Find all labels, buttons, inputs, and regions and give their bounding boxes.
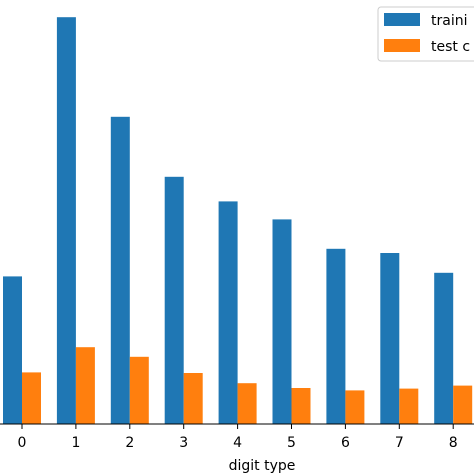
- bar-series1-digit-8: [453, 385, 473, 424]
- bar-series1-digit-7: [399, 388, 419, 424]
- bar-series1-digit-3: [183, 373, 203, 424]
- bars-layer: [3, 17, 473, 425]
- x-tick-label: 0: [18, 435, 27, 451]
- x-tick-label: 4: [233, 435, 242, 451]
- bar-series0-digit-7: [380, 253, 400, 424]
- bar-series0-digit-0: [3, 276, 22, 424]
- bar-series1-digit-6: [345, 390, 365, 424]
- x-axis-label: digit type: [229, 458, 296, 474]
- x-tick-label: 1: [71, 435, 80, 451]
- x-tick-label: 2: [125, 435, 134, 451]
- x-tick-label: 8: [449, 435, 458, 451]
- x-tick-label: 7: [395, 435, 404, 451]
- x-tick-label: 3: [179, 435, 188, 451]
- x-tick-label: 6: [341, 435, 350, 451]
- bar-series0-digit-3: [164, 176, 184, 424]
- x-ticks-layer: 0 1 2 3 4 5 6 7 8: [18, 424, 458, 451]
- bar-series0-digit-5: [272, 219, 292, 424]
- legend-swatch-series1: [384, 39, 420, 52]
- bar-series1-digit-5: [291, 388, 311, 424]
- bar-series0-digit-2: [110, 116, 130, 425]
- bar-series1-digit-2: [129, 356, 149, 424]
- bar-series1-digit-0: [22, 372, 41, 424]
- legend: traini test c: [377, 6, 474, 62]
- bar-series0-digit-4: [218, 201, 238, 424]
- x-tick-label: 5: [287, 435, 296, 451]
- bar-series1-digit-4: [237, 383, 257, 424]
- legend-label-series1: test c: [431, 39, 470, 55]
- bar-series1-digit-1: [75, 347, 95, 424]
- legend-label-series0: traini: [431, 13, 467, 29]
- legend-swatch-series0: [384, 13, 420, 26]
- bar-series0-digit-1: [56, 17, 76, 424]
- bar-series0-digit-6: [326, 248, 346, 424]
- bar-series0-digit-8: [434, 272, 454, 424]
